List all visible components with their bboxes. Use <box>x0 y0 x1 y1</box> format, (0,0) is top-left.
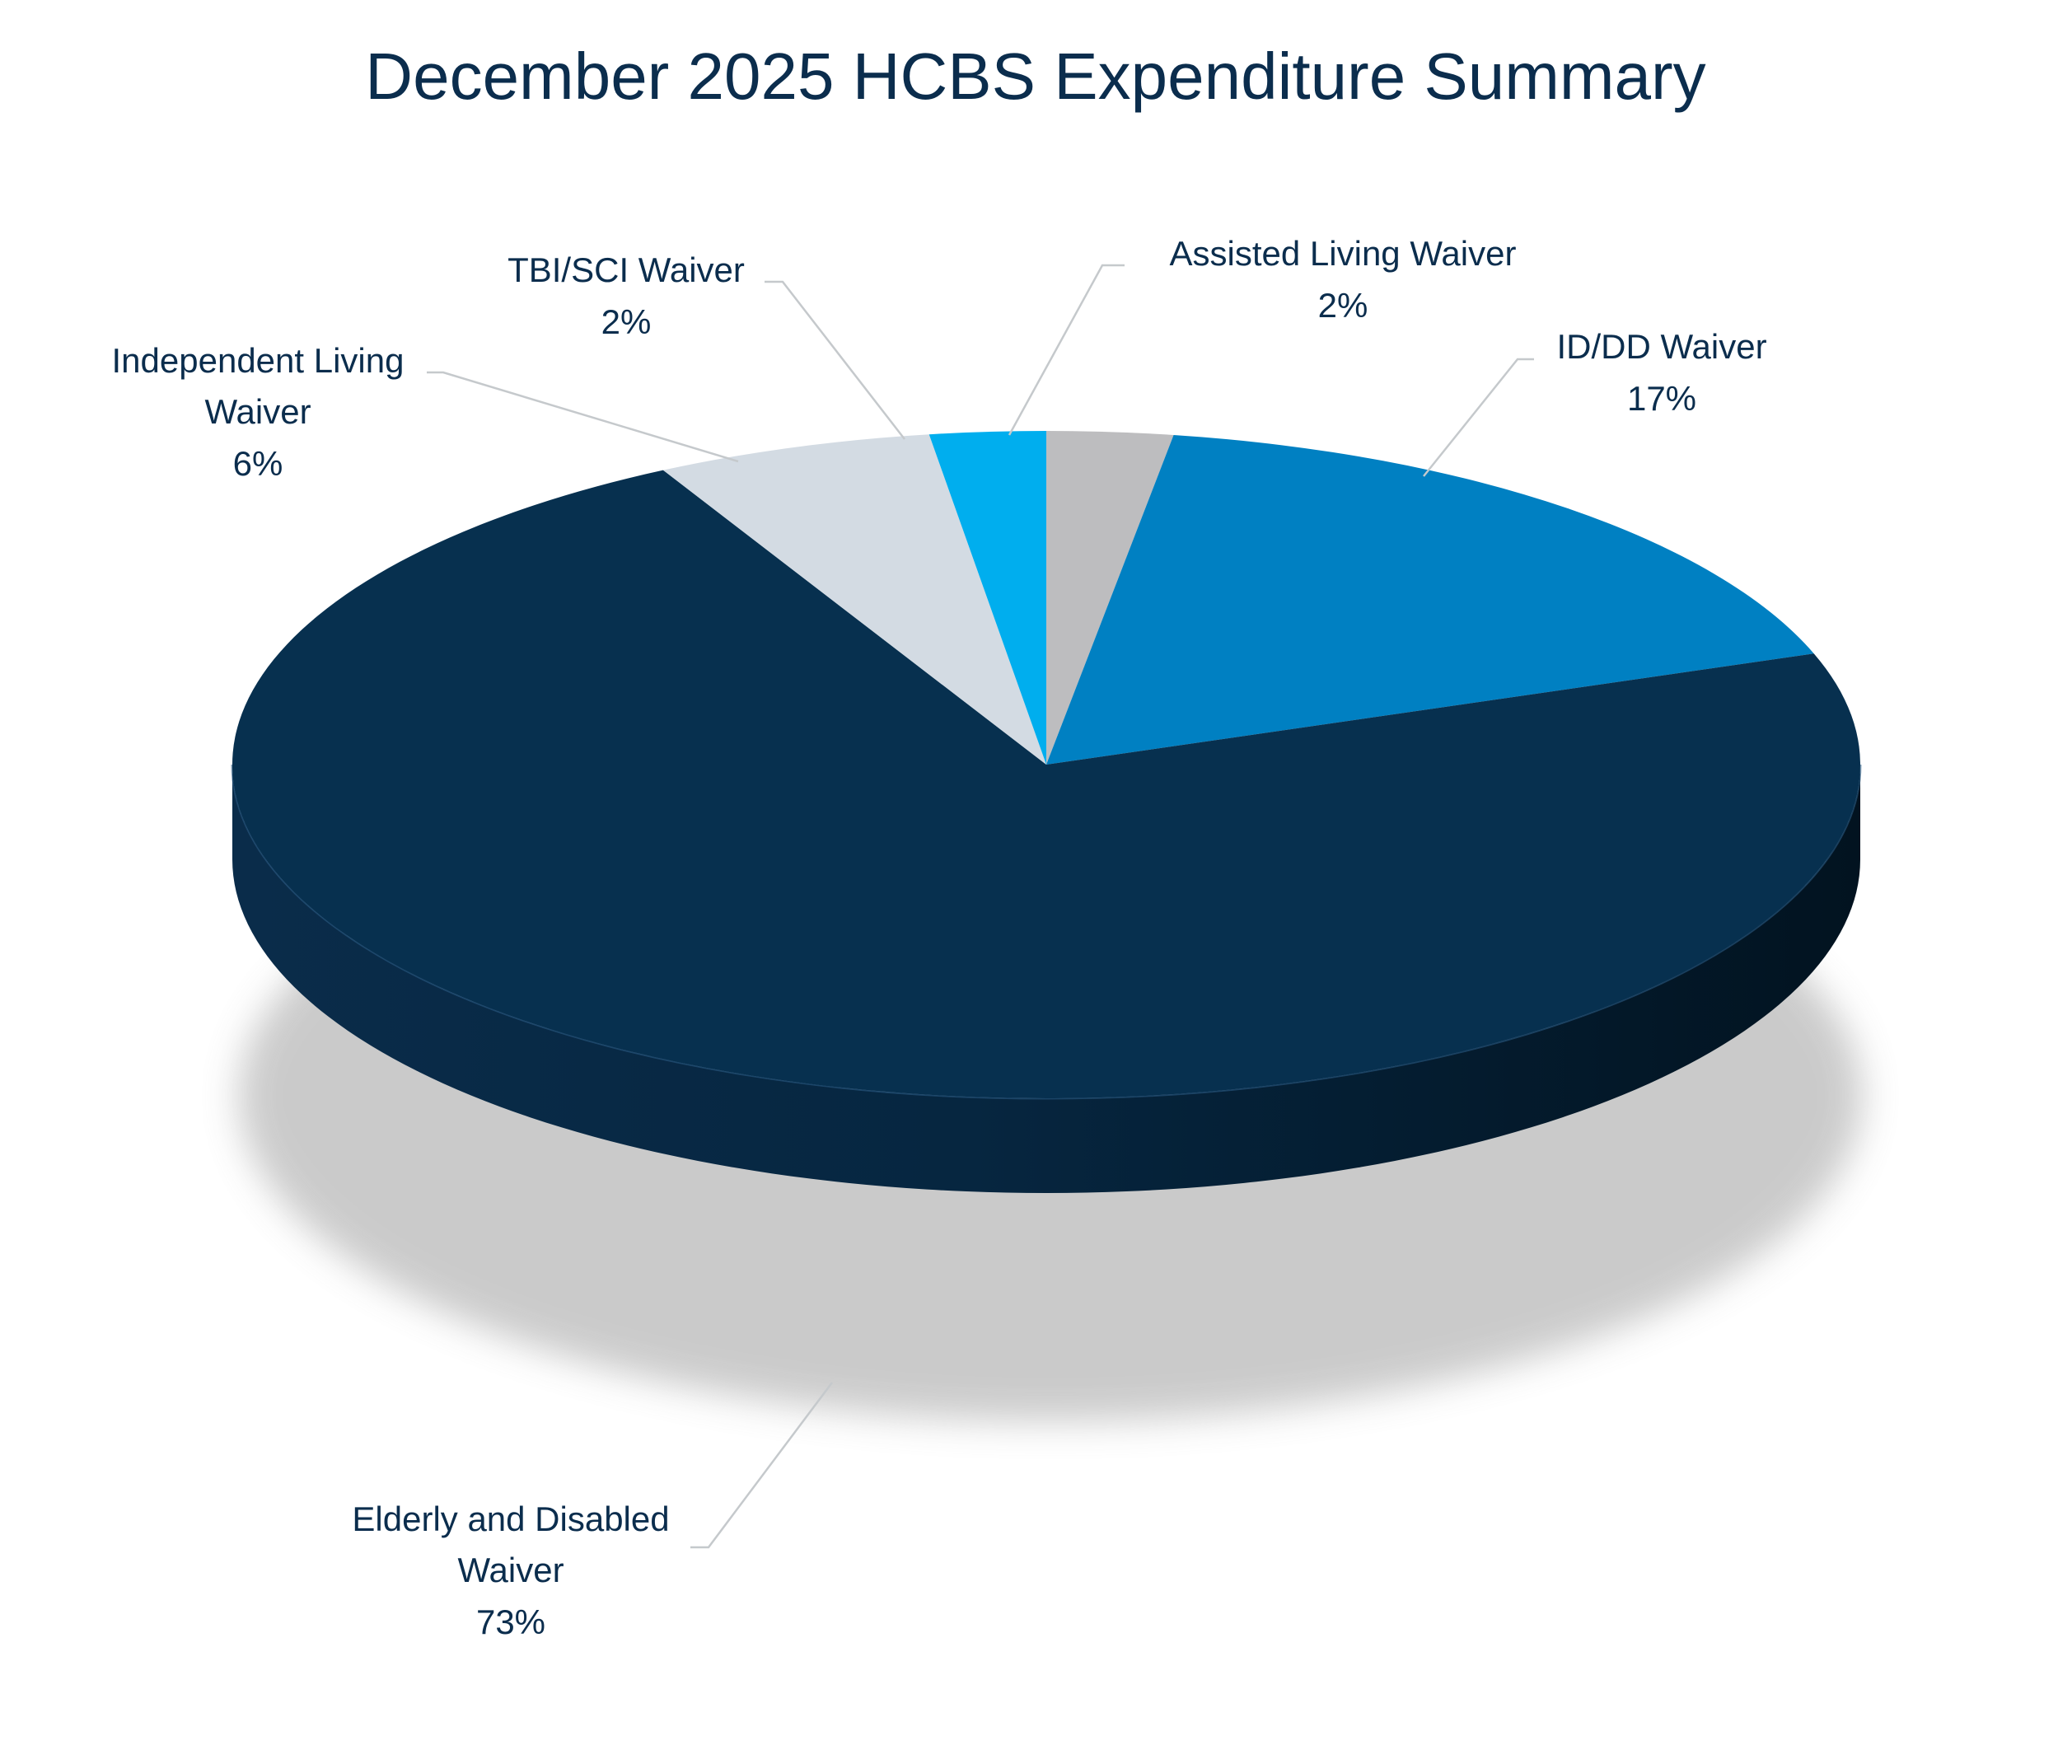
pie-slice-id-dd-waiver <box>1046 434 1814 765</box>
slice-label-name: Waiver <box>457 1551 564 1589</box>
slice-label-percent: 2% <box>601 302 652 341</box>
slice-label-name: TBI/SCI Waiver <box>507 250 745 289</box>
slice-label-name: Waiver <box>204 392 311 431</box>
pie-side-wall <box>232 765 1860 1193</box>
pie-slice-tbi-sci-waiver <box>928 431 1046 765</box>
slice-label-independent-living-waiver: Independent Living Waiver 6% <box>112 341 405 483</box>
leader-line-independent-living-waiver <box>427 371 739 463</box>
slice-labels: Assisted Living Waiver 2% ID/DD Waiver 17% E… <box>112 234 1767 1641</box>
pie-slice-elderly-and-disabled-waiver <box>232 470 1860 1098</box>
slice-label-name: Assisted Living Waiver <box>1170 234 1517 273</box>
slice-label-name: ID/DD Waiver <box>1556 327 1766 366</box>
slice-label-percent: 17% <box>1627 379 1696 418</box>
slice-label-assisted-living-waiver: Assisted Living Waiver 2% <box>1170 234 1517 325</box>
slice-label-percent: 2% <box>1318 286 1368 325</box>
slice-label-id-dd-waiver: ID/DD Waiver 17% <box>1556 327 1766 418</box>
leader-line-tbi-sci-waiver <box>765 280 905 440</box>
chart-title: December 2025 HCBS Expenditure Summary <box>365 40 1705 113</box>
pie-top <box>232 431 1860 1098</box>
leader-line-id-dd-waiver <box>1423 358 1534 477</box>
leader-line-assisted-living-waiver <box>1008 264 1125 436</box>
pie-slice-independent-living-waiver <box>662 434 1046 765</box>
leader-lines <box>427 264 1534 1549</box>
slice-label-elderly-and-disabled-waiver: Elderly and Disabled Waiver 73% <box>352 1500 669 1641</box>
slice-label-tbi-sci-waiver: TBI/SCI Waiver 2% <box>507 250 745 341</box>
slice-label-percent: 6% <box>233 444 283 483</box>
slice-label-name: Independent Living <box>112 341 405 380</box>
pie-slice-assisted-living-waiver <box>1046 431 1174 765</box>
slice-label-name: Elderly and Disabled <box>352 1500 669 1538</box>
leader-line-elderly-and-disabled-waiver <box>690 1382 833 1549</box>
slice-label-percent: 73% <box>476 1603 545 1641</box>
